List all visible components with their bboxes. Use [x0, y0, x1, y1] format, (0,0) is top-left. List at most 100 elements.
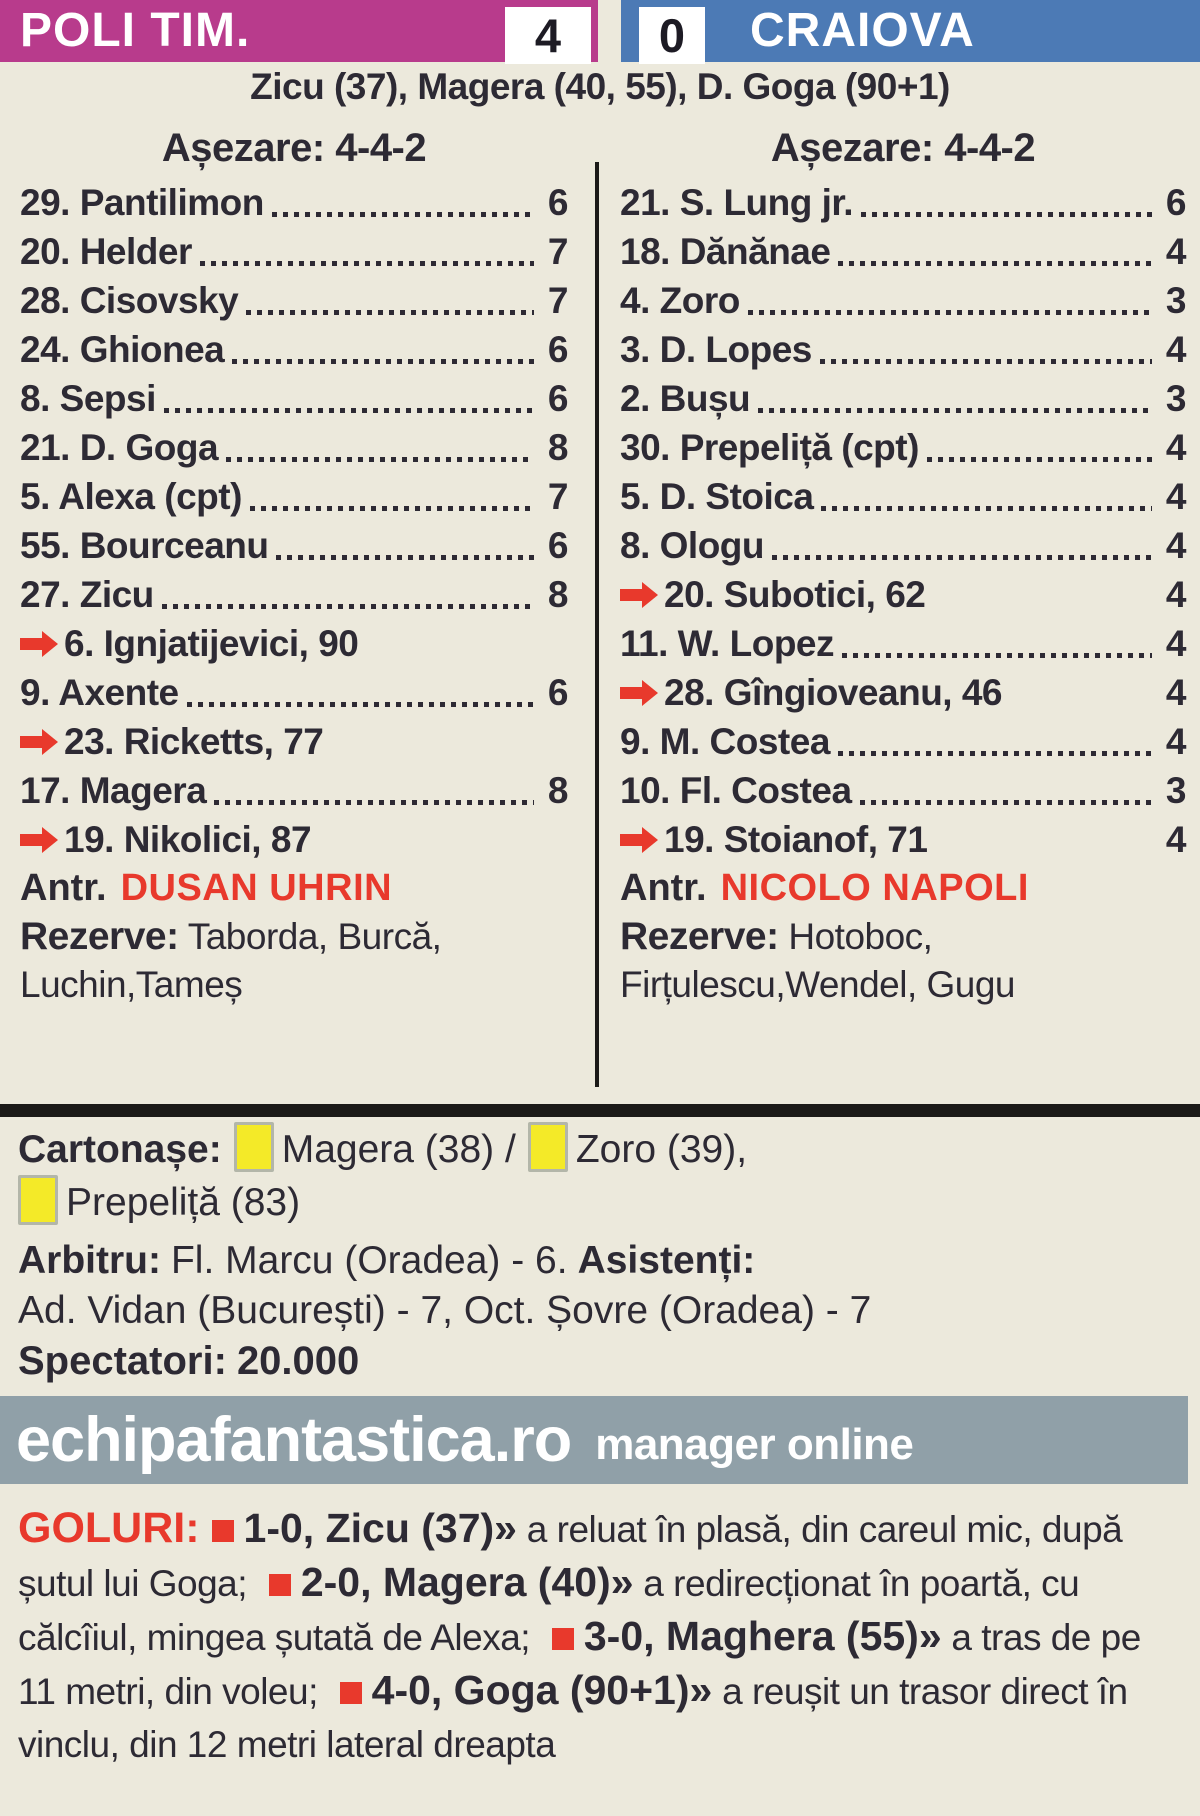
- substitution-arrow-icon: [20, 630, 58, 657]
- card-entry: Prepeliță (83): [66, 1181, 301, 1224]
- away-coach-name: NICOLO NAPOLI: [720, 867, 1029, 909]
- player-rating: 6: [547, 181, 569, 223]
- player-rating: 4: [1165, 818, 1187, 860]
- player-rating: 4: [1165, 524, 1187, 566]
- player-name: 19. Stoianof, 71: [664, 818, 928, 860]
- player-name: 6. Ignjatijevici, 90: [64, 622, 359, 664]
- away-formation: Așezare: 4-4-2: [770, 126, 1036, 170]
- player-rating: 6: [547, 524, 569, 566]
- column-divider: [595, 162, 599, 1087]
- score-header: POLI TIM. CRAIOVA 4 0: [0, 0, 1200, 64]
- substitution-arrow-icon: [20, 728, 58, 755]
- player-rating: 6: [547, 377, 569, 419]
- player-row: 4. Zoro 3: [620, 276, 1187, 325]
- player-name: 23. Ricketts, 77: [64, 720, 324, 762]
- ad-banner: echipafantastica.ro manager online: [0, 1396, 1188, 1484]
- player-row: 30. Prepeliță (cpt) 4: [620, 423, 1187, 472]
- substitution-row: 19. Nikolici, 87: [20, 815, 568, 864]
- goal-bullet-icon: [339, 1682, 362, 1704]
- player-rating: 6: [547, 671, 569, 713]
- cards-section: Cartonașe: Magera (38) / Zoro (39), Prepel…: [18, 1122, 1182, 1228]
- goalscorers-line: Zicu (37), Magera (40, 55), D. Goga (90+…: [250, 66, 950, 107]
- home-coach-line: Antr. DUSAN UHRIN: [20, 864, 568, 913]
- player-rating: 4: [1165, 671, 1187, 713]
- goal-bullet-icon: [268, 1574, 291, 1596]
- player-name: 20. Helder: [20, 230, 192, 272]
- officials-section: Arbitru: Fl. Marcu (Oradea) - 6. Asistenți…: [18, 1236, 1182, 1386]
- player-name: 28. Cisovsky: [20, 279, 239, 321]
- player-name: 11. W. Lopez: [620, 622, 835, 664]
- home-column: Așezare: 4-4-2 29. Pantilimon 6 20. Helder…: [20, 126, 569, 1009]
- substitution-arrow-icon: [620, 679, 658, 706]
- referee-name: Fl. Marcu (Oradea) - 6.: [170, 1239, 568, 1282]
- dotted-leader: [758, 408, 1152, 413]
- home-reserves: Rezerve: Taborda, Burcă, Luchin,Tameș: [20, 913, 450, 1009]
- cards-label: Cartonașe:: [18, 1128, 222, 1171]
- substitution-row: 6. Ignjatijevici, 90: [20, 619, 568, 668]
- player-row: 8. Ologu 4: [620, 521, 1187, 570]
- coach-label: Antr.: [20, 867, 107, 909]
- substitution-row: 20. Subotici, 62 4: [620, 570, 1187, 619]
- player-row: 3. D. Lopes 4: [620, 325, 1187, 374]
- player-name: 21. D. Goga: [20, 426, 219, 468]
- dotted-leader: [819, 359, 1152, 364]
- player-name: 27. Zicu: [20, 573, 154, 615]
- dotted-leader: [199, 261, 534, 266]
- dotted-leader: [821, 506, 1152, 511]
- player-row: 10. Fl. Costea 3: [620, 766, 1187, 815]
- substitution-row: 23. Ricketts, 77: [20, 717, 568, 766]
- away-reserves-names: Hotoboc, Firțulescu,Wendel, Gugu: [620, 916, 1016, 1005]
- dotted-leader: [842, 653, 1152, 658]
- dotted-leader: [214, 800, 534, 805]
- substitution-row: 19. Stoianof, 71 4: [620, 815, 1187, 864]
- dotted-leader: [161, 604, 534, 609]
- assistants-label: Asistenți:: [577, 1239, 756, 1282]
- spectators-line: Spectatori: 20.000: [18, 1336, 1182, 1386]
- player-row: 2. Bușu 3: [620, 374, 1187, 423]
- home-lineup: 29. Pantilimon 6 20. Helder 7 28. Cisovsky 7 2…: [20, 178, 569, 864]
- dotted-leader: [249, 506, 534, 511]
- substitution-row: 28. Gîngioveanu, 46 4: [620, 668, 1187, 717]
- player-row: 21. S. Lung jr. 6: [620, 178, 1187, 227]
- player-rating: 4: [1165, 328, 1187, 370]
- dotted-leader: [232, 359, 534, 364]
- player-name: 21. S. Lung jr.: [620, 181, 854, 223]
- section-divider-bar: [0, 1104, 1200, 1117]
- player-rating: 3: [1165, 377, 1187, 419]
- player-row: 20. Helder 7: [20, 227, 569, 276]
- player-row: 21. D. Goga 8: [20, 423, 569, 472]
- away-lineup: 21. S. Lung jr. 6 18. Dănănae 4 4. Zoro 3 3. D…: [620, 178, 1187, 864]
- goals-section: GOLURI: 1-0, Zicu (37)» a reluat în plasă…: [18, 1502, 1184, 1771]
- substitution-arrow-icon: [20, 826, 58, 853]
- player-row: 9. M. Costea 4: [620, 717, 1187, 766]
- dotted-leader: [226, 457, 534, 462]
- player-name: 10. Fl. Costea: [620, 769, 852, 811]
- goal-score: 2-0, Magera (40)»: [300, 1559, 634, 1605]
- player-name: 30. Prepeliță (cpt): [620, 426, 919, 468]
- player-name: 29. Pantilimon: [20, 181, 264, 223]
- away-team-name: CRAIOVA: [750, 4, 975, 57]
- substitution-arrow-icon: [620, 581, 658, 608]
- away-score: 0: [639, 7, 705, 64]
- spectators-label: Spectatori:: [18, 1339, 227, 1383]
- player-rating: 7: [547, 230, 569, 272]
- player-name: 8. Ologu: [620, 524, 765, 566]
- player-rating: 6: [1165, 181, 1187, 223]
- reserves-label: Rezerve:: [20, 915, 179, 958]
- player-name: 9. M. Costea: [620, 720, 830, 762]
- player-row: 8. Sepsi 6: [20, 374, 569, 423]
- dotted-leader: [772, 555, 1152, 560]
- goal-bullet-icon: [211, 1520, 234, 1542]
- goal-description: a redirecționat în poartă, cu călcîiul, …: [18, 1563, 1080, 1658]
- dotted-leader: [276, 555, 534, 560]
- goal-score: 1-0, Zicu (37)»: [243, 1505, 517, 1551]
- home-score: 4: [505, 7, 591, 64]
- dotted-leader: [926, 457, 1152, 462]
- goals-flow: 1-0, Zicu (37)» a reluat în plasă, din c…: [18, 1505, 1141, 1765]
- goals-label: GOLURI:: [18, 1504, 200, 1552]
- player-name: 55. Bourceanu: [20, 524, 269, 566]
- player-row: 17. Magera 8: [20, 766, 569, 815]
- player-row: 5. Alexa (cpt) 7: [20, 472, 569, 521]
- yellow-card-icon: [527, 1122, 568, 1172]
